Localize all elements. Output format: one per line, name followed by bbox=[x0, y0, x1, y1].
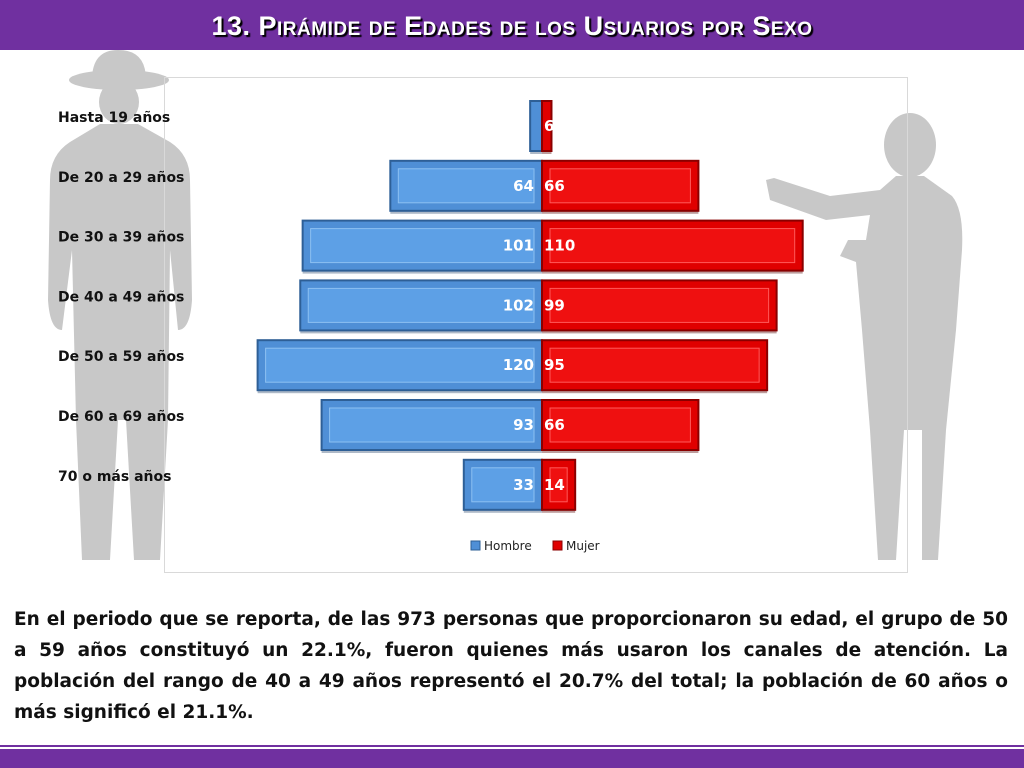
value-label-hombre: 64 bbox=[513, 177, 534, 195]
legend-swatch-mujer bbox=[552, 540, 563, 551]
value-label-mujer: 99 bbox=[544, 296, 565, 314]
value-label-hombre: 101 bbox=[503, 237, 534, 255]
bar-hombre-inner bbox=[471, 467, 535, 503]
category-label: De 20 a 29 años bbox=[58, 170, 184, 186]
bar-hombre-inner bbox=[307, 287, 535, 323]
bar-hombre-inner bbox=[329, 407, 535, 443]
legend-label-mujer: Mujer bbox=[566, 539, 600, 553]
title-bar bbox=[0, 0, 1024, 50]
chart-frame bbox=[164, 77, 908, 573]
bar-hombre bbox=[529, 100, 544, 152]
bottom-bar bbox=[0, 749, 1024, 768]
bar-mujer-inner bbox=[549, 168, 691, 204]
legend-swatch-hombre bbox=[470, 540, 481, 551]
legend-label-hombre: Hombre bbox=[484, 539, 532, 553]
value-label-mujer: 95 bbox=[544, 356, 565, 374]
value-label-mujer: 66 bbox=[544, 177, 565, 195]
bar-mujer-inner bbox=[549, 347, 760, 383]
value-label-hombre: 33 bbox=[513, 476, 534, 494]
value-label-mujer: 64 bbox=[544, 117, 565, 135]
value-label-hombre: 120 bbox=[503, 356, 534, 374]
category-label: De 40 a 49 años bbox=[58, 289, 184, 305]
bar-mujer-inner bbox=[549, 287, 770, 323]
bar-hombre-inner bbox=[265, 347, 535, 383]
category-label: De 60 a 69 años bbox=[58, 409, 184, 425]
bottom-line bbox=[0, 745, 1024, 747]
bar-mujer-inner bbox=[549, 407, 691, 443]
value-label-mujer: 14 bbox=[544, 476, 565, 494]
category-label: Hasta 19 años bbox=[58, 110, 170, 126]
population-pyramid-chart: Hasta 19 años De 20 a 29 años De 30 a 39 a… bbox=[58, 100, 804, 553]
bar-mujer-inner bbox=[549, 467, 568, 503]
category-label: De 30 a 39 años bbox=[58, 230, 184, 246]
value-label-hombre: 102 bbox=[503, 296, 534, 314]
woman-silhouette bbox=[766, 113, 963, 560]
slide-title: 13. Pirámide de Edades de los Usuarios p… bbox=[211, 11, 813, 41]
category-label: De 50 a 59 años bbox=[58, 349, 184, 365]
description-text: En el periodo que se reporta, de las 973… bbox=[14, 609, 1008, 723]
bar-hombre-inner bbox=[397, 168, 535, 204]
value-label-hombre: 93 bbox=[513, 416, 534, 434]
value-label-mujer: 66 bbox=[544, 416, 565, 434]
man-silhouette bbox=[48, 50, 192, 560]
bar-mujer bbox=[541, 100, 553, 152]
value-label-mujer: 110 bbox=[544, 237, 575, 255]
legend: Hombre Mujer bbox=[470, 539, 600, 553]
category-label: 70 o más años bbox=[58, 469, 171, 485]
bar-mujer-inner bbox=[549, 228, 796, 264]
silhouettes bbox=[48, 50, 963, 560]
bar-hombre-inner bbox=[310, 228, 535, 264]
